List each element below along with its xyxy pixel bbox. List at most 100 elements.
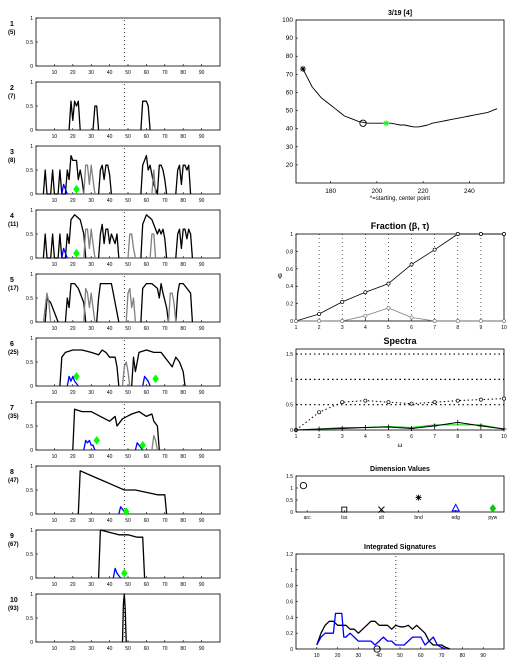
- x-tick-label: 20: [70, 518, 76, 524]
- x-tick-label: 10: [52, 262, 58, 268]
- x-tick-label: 20: [70, 262, 76, 268]
- series-line-2: [96, 282, 120, 323]
- x-tick-label: 70: [162, 454, 168, 460]
- x-tick-label: 30: [88, 198, 94, 204]
- data-point: [432, 423, 438, 429]
- series-line-4: [142, 375, 151, 387]
- marker-0: [373, 645, 381, 653]
- marker-1: [152, 374, 159, 384]
- chart-title: Dimension Values: [370, 466, 430, 473]
- x-tick-label: 30: [88, 646, 94, 652]
- series-line-0: [97, 529, 146, 579]
- panel-1: 10 20 30 40 50 60 70 80 90 0 0.5 1 1 (5): [8, 16, 221, 76]
- series-line-0: [302, 68, 498, 128]
- x-tick-label: 50: [125, 518, 131, 524]
- x-tick-label: 40: [107, 198, 113, 204]
- plot-frame: [295, 475, 505, 513]
- x-tick-label: 60: [144, 582, 150, 588]
- x-tick-label: 40: [107, 454, 113, 460]
- panel-count: (5): [8, 30, 15, 36]
- y-tick-label: 0: [30, 320, 33, 326]
- panel-4: 10 20 30 40 50 60 70 80 90 0 0.5 1 4 (11): [8, 208, 221, 268]
- data-point: [386, 306, 391, 310]
- series-line-0: [121, 593, 127, 643]
- data-point: [386, 400, 391, 405]
- series-line-2: [83, 439, 96, 451]
- data-point: [340, 400, 345, 405]
- series-line-1: [112, 567, 122, 579]
- panel-8: 10 20 30 40 50 60 70 80 90 0 0.5 1 8 (47): [8, 464, 221, 524]
- y-tick-label: 50: [286, 108, 294, 115]
- data-point: [501, 426, 507, 432]
- panel-count: (11): [8, 222, 18, 228]
- y-tick-label: 1.5: [286, 352, 293, 358]
- y-tick-label: 0: [290, 647, 293, 653]
- chart-title: 3/19 [4]: [388, 10, 412, 17]
- y-tick-label: 0.5: [26, 616, 33, 622]
- y-tick-label: 1: [30, 144, 33, 150]
- x-tick-label: 4: [364, 434, 367, 440]
- panel-top-right: 180 200 220 240 20 30 40 50 60 70 80 90 100 3/19 [4] *…: [282, 10, 505, 202]
- y-tick-label: 0.5: [26, 40, 33, 46]
- x-tick-label: 50: [397, 653, 403, 659]
- marker-0: [73, 371, 80, 381]
- x-tick-label: 20: [70, 390, 76, 396]
- series-line-2: [140, 214, 168, 259]
- series-line-3: [66, 375, 79, 387]
- data-point: [432, 319, 437, 323]
- y-axis-label: φ: [278, 273, 283, 280]
- x-tick-label: 80: [180, 262, 186, 268]
- series-line-4: [175, 282, 194, 323]
- data-point-4: [451, 503, 461, 512]
- x-tick-label: 240: [464, 188, 475, 195]
- x-tick-label: 10: [52, 326, 58, 332]
- marker-0: [122, 507, 130, 517]
- y-tick-label: 0: [30, 256, 33, 262]
- y-tick-label: 0.5: [286, 403, 293, 409]
- x-tick-label: 10: [52, 70, 58, 76]
- x-tick-label: pyw: [488, 515, 497, 521]
- x-tick-label: 30: [88, 454, 94, 460]
- x-tick-label: 80: [180, 454, 186, 460]
- x-tick-label: 5: [387, 434, 390, 440]
- x-tick-label: 60: [144, 390, 150, 396]
- series-line-1: [131, 349, 186, 387]
- data-point-0: [299, 481, 308, 490]
- series-line-0: [77, 470, 168, 515]
- series-line-7: [125, 287, 137, 323]
- data-point: [455, 232, 460, 236]
- series-line-2: [295, 421, 505, 431]
- x-tick-label: 70: [162, 262, 168, 268]
- x-tick-label: 80: [180, 518, 186, 524]
- y-tick-label: 1: [30, 464, 33, 470]
- data-point: [478, 232, 483, 236]
- y-tick-label: 90: [286, 35, 294, 42]
- data-point: [317, 410, 322, 415]
- x-tick-label: 30: [88, 518, 94, 524]
- y-tick-label: 0: [30, 512, 33, 518]
- x-tick-label: 90: [199, 262, 205, 268]
- y-tick-label: 0.8: [286, 249, 293, 255]
- x-tick-label: 70: [162, 518, 168, 524]
- y-tick-label: 60: [286, 89, 294, 96]
- x-tick-label: 20: [70, 454, 76, 460]
- plot-frame: [35, 337, 221, 387]
- plot-frame: [295, 233, 505, 322]
- x-tick-label: 20: [70, 70, 76, 76]
- x-tick-label: 90: [199, 134, 205, 140]
- data-point: [340, 319, 345, 323]
- x-tick-label: 50: [125, 198, 131, 204]
- series-line-2: [140, 100, 151, 131]
- y-tick-label: 1: [30, 400, 33, 406]
- series-line-5: [127, 233, 137, 259]
- series-line-1: [97, 164, 113, 195]
- x-tick-label: 90: [199, 454, 205, 460]
- x-tick-label: 10: [52, 646, 58, 652]
- plot-frame: [35, 593, 221, 643]
- x-tick-label: 70: [162, 134, 168, 140]
- plot-frame: [35, 17, 221, 67]
- y-tick-label: 0.5: [26, 424, 33, 430]
- y-tick-label: 1: [30, 272, 33, 278]
- data-point: [409, 315, 414, 320]
- x-tick-label: 80: [180, 70, 186, 76]
